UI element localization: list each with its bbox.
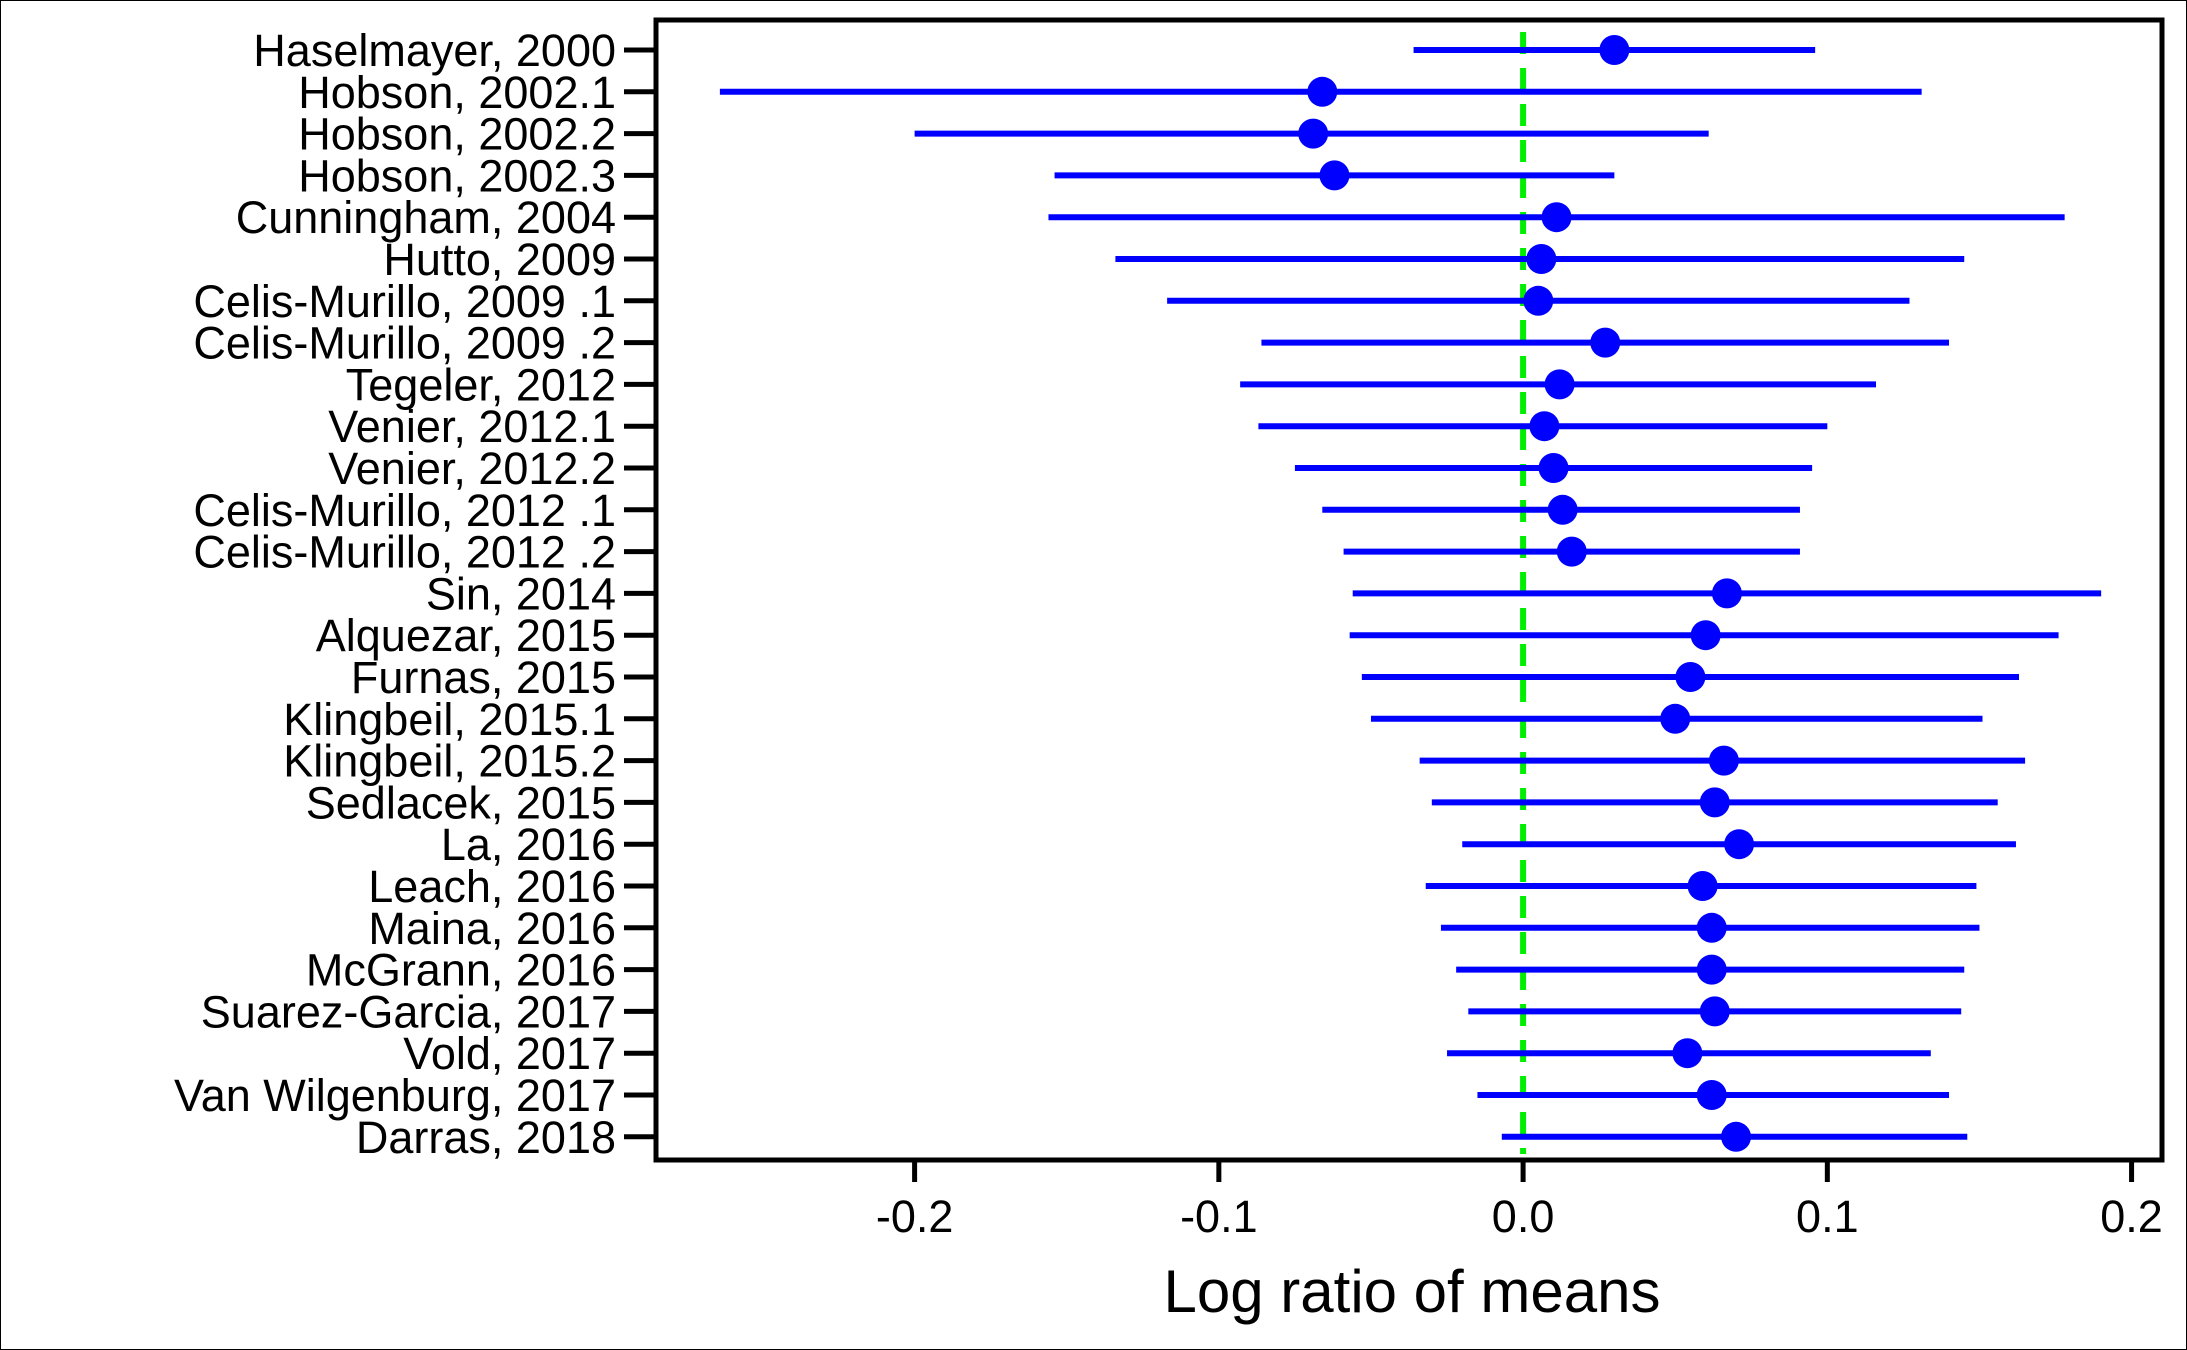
study-label: Celis-Murillo, 2009 .1 [193, 276, 616, 327]
point-estimate [1541, 202, 1572, 233]
point-estimate [1711, 578, 1742, 609]
point-estimate [1556, 536, 1587, 567]
x-tick-label: 0.2 [2100, 1191, 2163, 1242]
study-label: Klingbeil, 2015.1 [283, 694, 616, 745]
study-label: Venier, 2012.2 [328, 443, 616, 494]
study-label: Alquezar, 2015 [316, 610, 616, 661]
study-label: Cunningham, 2004 [236, 192, 616, 243]
study-label: Celis-Murillo, 2012 .1 [193, 485, 616, 536]
study-label: Hobson, 2002.1 [298, 67, 616, 118]
study-label: Leach, 2016 [368, 861, 616, 912]
study-label: Celis-Murillo, 2012 .2 [193, 527, 616, 578]
point-estimate [1696, 1080, 1727, 1110]
study-label: Darras, 2018 [356, 1112, 616, 1163]
point-estimate [1307, 76, 1338, 107]
point-estimate [1590, 327, 1621, 358]
study-label: Suarez-Garcia, 2017 [201, 986, 616, 1037]
point-estimate [1696, 912, 1727, 943]
study-label: Hutto, 2009 [383, 234, 616, 285]
x-tick-label: 0.1 [1796, 1191, 1859, 1242]
study-label: Tegeler, 2012 [346, 359, 616, 410]
point-estimate [1523, 285, 1554, 316]
study-label: Sin, 2014 [426, 568, 616, 619]
study-label: Venier, 2012.1 [328, 401, 616, 452]
point-estimate [1529, 411, 1560, 442]
study-label: Klingbeil, 2015.2 [283, 736, 616, 787]
point-estimate [1599, 35, 1630, 65]
study-label: McGrann, 2016 [306, 945, 616, 996]
plot-area-border [653, 17, 2165, 1163]
x-tick-label: -0.1 [1180, 1191, 1258, 1242]
study-label: Sedlacek, 2015 [306, 777, 616, 828]
study-label: Van Wilgenburg, 2017 [174, 1070, 616, 1121]
study-label: La, 2016 [441, 819, 616, 870]
point-estimate [1687, 871, 1718, 901]
point-estimate [1699, 996, 1730, 1027]
point-estimate [1660, 703, 1691, 734]
x-axis-title: Log ratio of means [1164, 1258, 1661, 1325]
point-estimate [1544, 369, 1575, 400]
point-estimate [1708, 745, 1739, 776]
point-estimate [1319, 160, 1350, 191]
x-tick-label: -0.2 [876, 1191, 954, 1242]
study-label: Haselmayer, 2000 [253, 25, 616, 76]
point-estimate [1699, 787, 1730, 818]
point-estimate [1724, 829, 1755, 860]
study-label: Vold, 2017 [403, 1028, 616, 1079]
point-estimate [1690, 620, 1721, 651]
point-estimate [1298, 118, 1329, 149]
point-estimate [1672, 1038, 1703, 1069]
study-label: Hobson, 2002.3 [298, 150, 616, 201]
study-label: Furnas, 2015 [351, 652, 616, 703]
point-estimate [1675, 662, 1706, 692]
point-estimate [1526, 244, 1557, 274]
x-tick-label: 0.0 [1492, 1191, 1555, 1242]
study-label: Hobson, 2002.2 [298, 109, 616, 160]
point-estimate [1721, 1121, 1752, 1152]
point-estimate [1547, 494, 1578, 525]
study-label: Celis-Murillo, 2009 .2 [193, 318, 616, 369]
point-estimate [1696, 954, 1727, 985]
study-label: Maina, 2016 [368, 903, 616, 954]
point-estimate [1538, 453, 1569, 483]
